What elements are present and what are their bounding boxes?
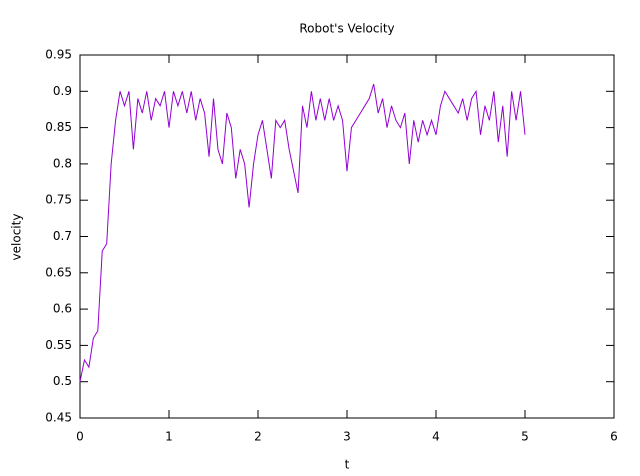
y-tick-label: 0.65 bbox=[45, 265, 72, 279]
x-tick-label: 4 bbox=[432, 430, 440, 444]
x-tick-label: 3 bbox=[343, 430, 351, 444]
y-tick-label: 0.45 bbox=[45, 411, 72, 425]
y-tick-label: 0.95 bbox=[45, 48, 72, 62]
y-tick-label: 0.55 bbox=[45, 338, 72, 352]
y-tick-label: 0.8 bbox=[53, 156, 72, 170]
x-axis-label: t bbox=[345, 458, 350, 472]
x-tick-label: 6 bbox=[610, 430, 618, 444]
x-tick-label: 5 bbox=[521, 430, 529, 444]
y-tick-label: 0.75 bbox=[45, 193, 72, 207]
x-tick-label: 0 bbox=[76, 430, 84, 444]
chart-title: Robot's Velocity bbox=[299, 22, 394, 36]
data-line bbox=[79, 83, 526, 382]
y-tick-label: 0.6 bbox=[53, 302, 72, 316]
plot-border bbox=[79, 54, 615, 419]
x-tick-label: 1 bbox=[165, 430, 173, 444]
y-axis-label: velocity bbox=[10, 214, 24, 261]
x-tick-label: 2 bbox=[254, 430, 262, 444]
y-tick-label: 0.5 bbox=[53, 374, 72, 388]
y-tick-label: 0.85 bbox=[45, 120, 72, 134]
y-tick-label: 0.7 bbox=[53, 229, 72, 243]
y-tick-label: 0.9 bbox=[53, 84, 72, 98]
